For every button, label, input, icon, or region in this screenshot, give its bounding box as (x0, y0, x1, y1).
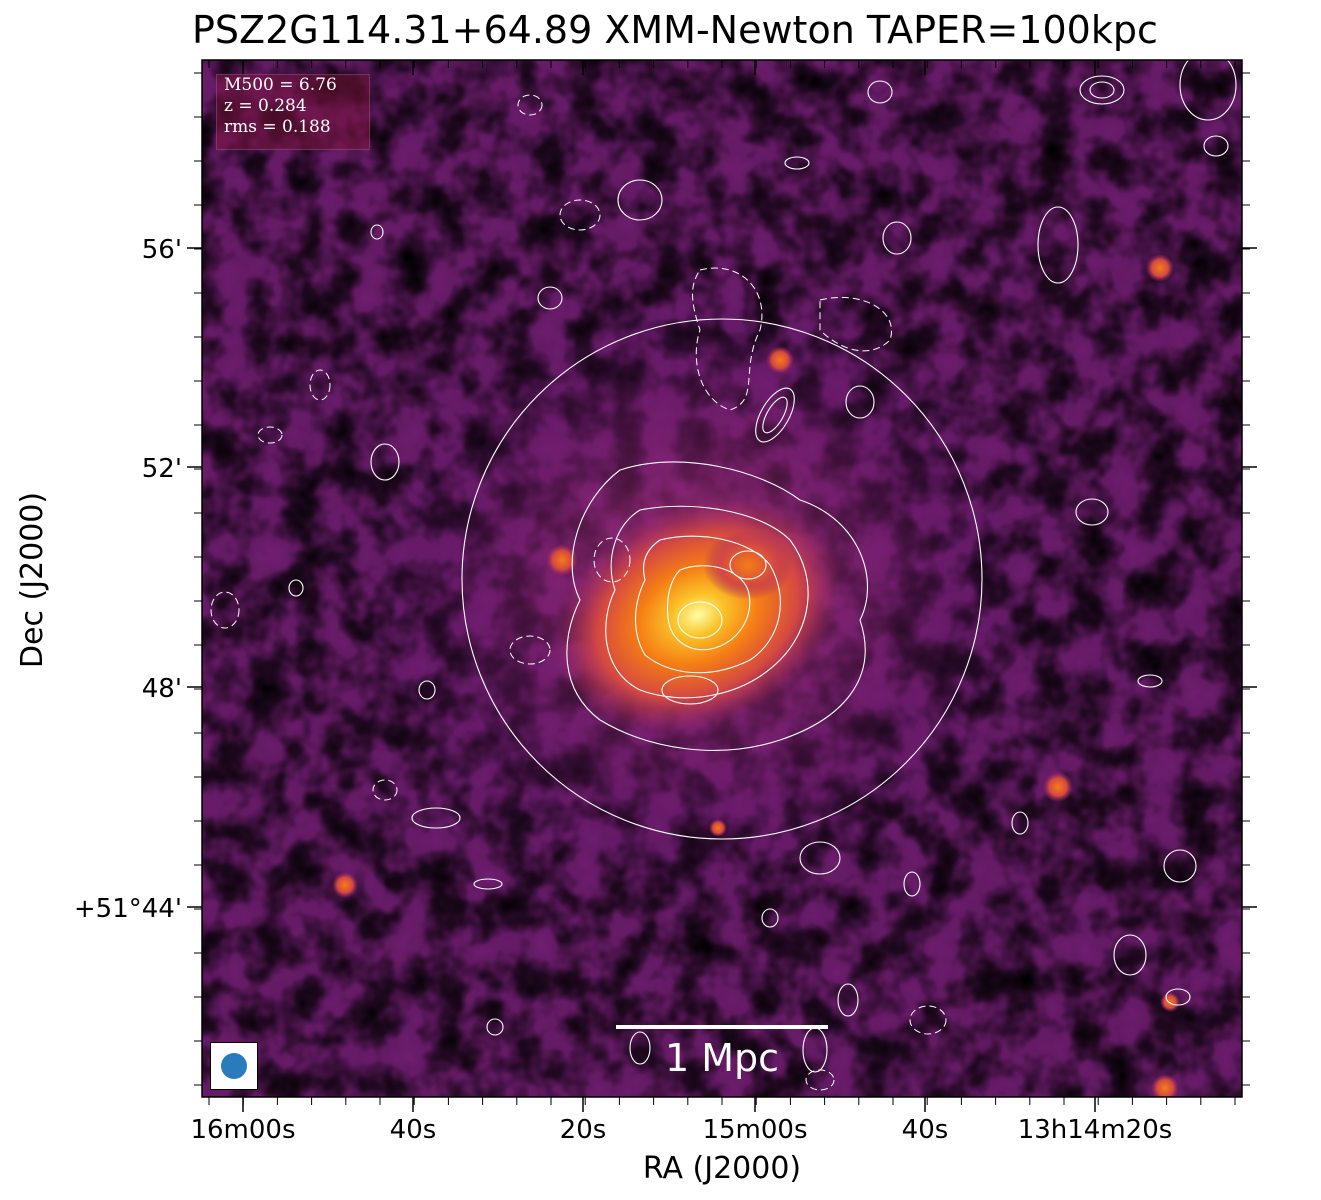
redshift-value: z = 0.284 (224, 96, 307, 116)
rms-value: rms = 0.188 (224, 117, 331, 137)
figure-title: PSZ2G114.31+64.89 XMM-Newton TAPER=100kp… (192, 8, 1158, 52)
y-tick-label: 48' (142, 674, 182, 704)
x-tick-label: 20s (560, 1115, 607, 1145)
y-tick-label: 56' (142, 235, 182, 265)
y-tick-label: 52' (142, 454, 182, 484)
x-axis-label: RA (J2000) (643, 1151, 801, 1186)
x-tick-label: 15m00s (702, 1115, 807, 1145)
xray-image (202, 60, 1242, 1097)
x-tick-label: 40s (390, 1115, 437, 1145)
x-tick-label: 40s (902, 1115, 949, 1145)
x-tick-label: 16m00s (190, 1115, 295, 1145)
x-tick-label: 13h14m20s (1018, 1115, 1173, 1145)
y-tick-label: +51°44' (74, 894, 182, 924)
info-box: M500 = 6.76 z = 0.284 rms = 0.188 (216, 74, 370, 150)
beam-ellipse (221, 1053, 247, 1079)
minor-ticks (194, 60, 1250, 1105)
negative-contours (210, 94, 947, 1091)
m500-value: M500 = 6.76 (224, 75, 337, 95)
beam-box (210, 1042, 258, 1090)
y-axis-label: Dec (J2000) (15, 492, 50, 668)
radio-contours (288, 60, 1237, 1073)
scalebar-label: 1 Mpc (664, 1036, 780, 1080)
